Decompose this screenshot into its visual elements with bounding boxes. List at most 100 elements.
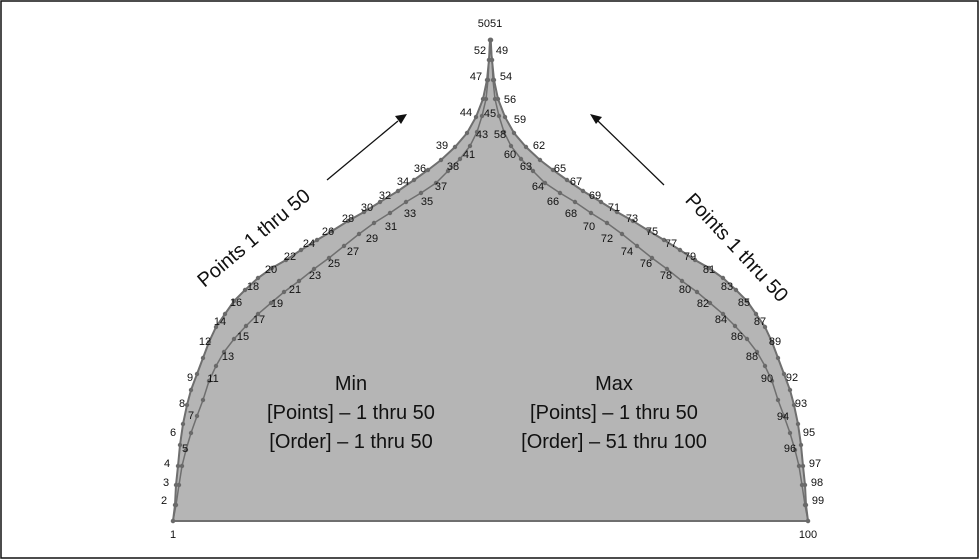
left-arrow-line xyxy=(326,120,399,181)
point-marker xyxy=(802,502,808,508)
point-label: 20 xyxy=(265,264,277,276)
point-marker xyxy=(805,518,811,524)
point-label: 84 xyxy=(715,314,727,326)
point-label: 72 xyxy=(601,233,613,245)
point-label: 30 xyxy=(361,202,373,214)
point-label: 28 xyxy=(342,213,354,225)
point-label: 5051 xyxy=(478,18,502,30)
point-marker xyxy=(706,265,712,271)
point-marker xyxy=(664,266,670,272)
point-marker xyxy=(744,336,750,342)
point-label: 82 xyxy=(697,298,709,310)
point-marker xyxy=(255,311,261,317)
point-label: 87 xyxy=(754,316,766,328)
point-marker xyxy=(180,421,186,427)
point-label: 67 xyxy=(570,176,582,188)
point-marker xyxy=(356,231,362,237)
point-label: 14 xyxy=(214,316,226,328)
point-label: 52 xyxy=(474,45,486,57)
point-marker xyxy=(542,180,548,186)
point-marker xyxy=(183,447,189,453)
point-marker xyxy=(630,218,636,224)
point-label: 54 xyxy=(500,71,512,83)
point-label: 24 xyxy=(303,238,315,250)
point-marker xyxy=(485,77,491,83)
min-points: [Points] – 1 thru 50 xyxy=(267,402,435,424)
point-marker xyxy=(268,300,274,306)
point-label: 4 xyxy=(164,458,170,470)
point-marker xyxy=(177,442,183,448)
point-label: 39 xyxy=(436,140,448,152)
point-marker xyxy=(775,355,781,361)
point-marker xyxy=(787,387,793,393)
point-marker xyxy=(188,430,194,436)
point-label: 18 xyxy=(247,281,259,293)
point-label: 81 xyxy=(703,264,715,276)
point-label: 71 xyxy=(608,202,620,214)
point-marker xyxy=(720,275,726,281)
point-marker xyxy=(490,77,496,83)
point-label: 7 xyxy=(188,410,194,422)
point-label: 9 xyxy=(187,372,193,384)
point-label: 98 xyxy=(811,477,823,489)
point-marker xyxy=(200,397,206,403)
point-markers xyxy=(170,37,811,524)
point-label: 83 xyxy=(721,281,733,293)
point-label: 85 xyxy=(738,297,750,309)
point-label: 79 xyxy=(684,251,696,263)
point-label: 95 xyxy=(803,427,815,439)
point-marker xyxy=(269,265,275,271)
point-marker xyxy=(753,311,759,317)
point-marker xyxy=(296,278,302,284)
point-label: 5 xyxy=(182,443,188,455)
point-label: 66 xyxy=(547,196,559,208)
point-label: 33 xyxy=(404,208,416,220)
point-label: 80 xyxy=(679,284,691,296)
point-marker xyxy=(200,355,206,361)
point-marker xyxy=(787,430,793,436)
point-label: 62 xyxy=(533,140,545,152)
point-label: 59 xyxy=(514,114,526,126)
point-label: 11 xyxy=(207,373,218,385)
point-marker xyxy=(679,278,685,284)
point-marker xyxy=(213,324,219,330)
point-marker xyxy=(457,156,463,162)
point-label: 56 xyxy=(504,94,516,106)
point-label: 32 xyxy=(379,190,391,202)
point-marker xyxy=(418,190,424,196)
point-marker xyxy=(694,289,700,295)
point-marker xyxy=(243,323,249,329)
min-block: Min [Points] – 1 thru 50 [Order] – 1 thr… xyxy=(267,373,435,453)
point-label: 77 xyxy=(665,238,677,250)
point-label: 36 xyxy=(414,163,426,175)
point-label: 16 xyxy=(230,297,242,309)
point-label: 70 xyxy=(583,221,595,233)
point-marker xyxy=(537,157,543,163)
point-marker xyxy=(255,275,261,281)
point-label: 8 xyxy=(179,398,185,410)
point-marker xyxy=(387,210,393,216)
point-label: 99 xyxy=(812,495,824,507)
point-marker xyxy=(222,311,228,317)
point-marker xyxy=(341,243,347,249)
point-marker xyxy=(231,298,237,304)
point-marker xyxy=(598,199,604,205)
point-marker xyxy=(425,167,431,173)
point-label: 60 xyxy=(504,149,516,161)
point-label: 92 xyxy=(786,372,798,384)
point-marker xyxy=(496,113,502,119)
point-marker xyxy=(677,247,683,253)
point-marker xyxy=(445,168,451,174)
point-label: 45 xyxy=(484,108,496,120)
point-marker xyxy=(492,96,498,102)
point-marker xyxy=(720,311,726,317)
point-marker xyxy=(800,463,806,469)
max-order: [Order] – 51 thru 100 xyxy=(521,431,707,453)
point-marker xyxy=(754,349,760,355)
point-marker xyxy=(488,37,494,43)
point-marker xyxy=(604,220,610,226)
point-marker xyxy=(692,257,698,263)
right-arrow-line xyxy=(597,120,665,186)
